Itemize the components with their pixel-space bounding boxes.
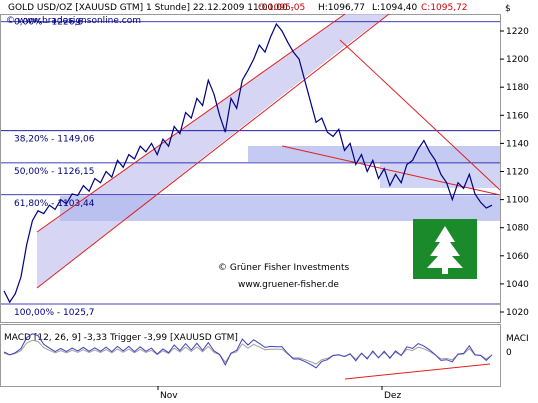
price-series-line — [3, 22, 493, 304]
macd-line — [3, 333, 493, 369]
y-tick-label: 1100 — [506, 196, 529, 206]
macd-trigger-line — [3, 339, 493, 365]
macd-label: MACD [12, 26, 9] -3,33 Trigger -3,99 [XA… — [4, 333, 238, 343]
y-tick-label: 1140 — [506, 139, 529, 149]
y-tick-label: 1220 — [506, 27, 529, 37]
fib-label: 61,80% - 1103,44 — [14, 199, 95, 209]
header-symbol: GOLD USD/OZ [XAUUSD GTM] 1 Stunde] 22.12… — [8, 3, 294, 13]
macd-zero-label: 0 — [506, 348, 512, 358]
tree-icon — [427, 226, 463, 268]
header-open: O:1095,05 — [258, 3, 305, 13]
x-axis: Nov Dez — [157, 386, 401, 401]
resistance-zone — [248, 146, 500, 162]
watermark-company: © Grüner Fisher Investments — [218, 263, 350, 273]
fib-label: 0,00% - 1226,6 — [14, 18, 83, 28]
channel-upper-line — [36, 13, 346, 233]
fib-label: 38,20% - 1149,06 — [14, 135, 95, 145]
support-zone — [60, 196, 500, 221]
header-low: L:1094,40 — [372, 3, 418, 13]
y-tick-label: 1080 — [506, 224, 529, 234]
macd-panel-frame — [0, 324, 501, 387]
y-tick-label: 1200 — [506, 55, 529, 65]
fibonacci-levels: 0,00% - 1226,6 38,20% - 1149,06 50,00% - 1… — [1, 18, 500, 318]
tree-logo — [413, 219, 477, 279]
downtrend-line — [339, 39, 501, 191]
x-tick-label: Dez — [384, 391, 401, 401]
fib-label: 100,00% - 1025,7 — [14, 308, 95, 318]
y-tick-label: 1180 — [506, 83, 529, 93]
support-zone-mid — [380, 162, 500, 188]
fib-label: 50,00% - 1126,15 — [14, 167, 95, 177]
y-tick-label: 1060 — [506, 252, 529, 262]
header-close: C:1095,72 — [421, 3, 468, 13]
header-high: H:1096,77 — [318, 3, 365, 13]
y-tick-label: 1020 — [506, 308, 529, 318]
y-tick-label: 1120 — [506, 168, 529, 178]
source-url: © www.bradesignsonline.com — [6, 16, 141, 26]
macd-divergence-line — [344, 363, 491, 380]
x-tick-label: Nov — [160, 391, 178, 401]
currency-label: $ — [505, 4, 511, 14]
channel-lower-line — [36, 13, 390, 289]
y-tick-label: 1160 — [506, 111, 529, 121]
macd-axis-label: MACI — [506, 334, 529, 344]
y-tick-label: 1040 — [506, 280, 529, 290]
y-axis: 1020 1040 1060 1080 1100 1120 1140 1160 1180 1200… — [500, 27, 529, 318]
watermark-website: www.gruener-fisher.de — [238, 280, 339, 290]
